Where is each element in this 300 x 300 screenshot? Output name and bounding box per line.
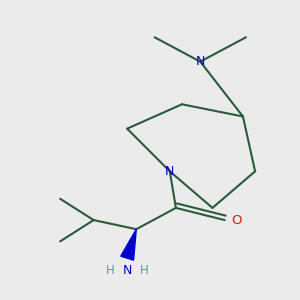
Text: O: O: [232, 214, 242, 226]
Text: H: H: [140, 264, 148, 277]
Text: N: N: [165, 165, 175, 178]
Polygon shape: [121, 229, 136, 260]
Text: N: N: [122, 264, 132, 277]
Text: N: N: [196, 55, 205, 68]
Text: H: H: [106, 264, 115, 277]
